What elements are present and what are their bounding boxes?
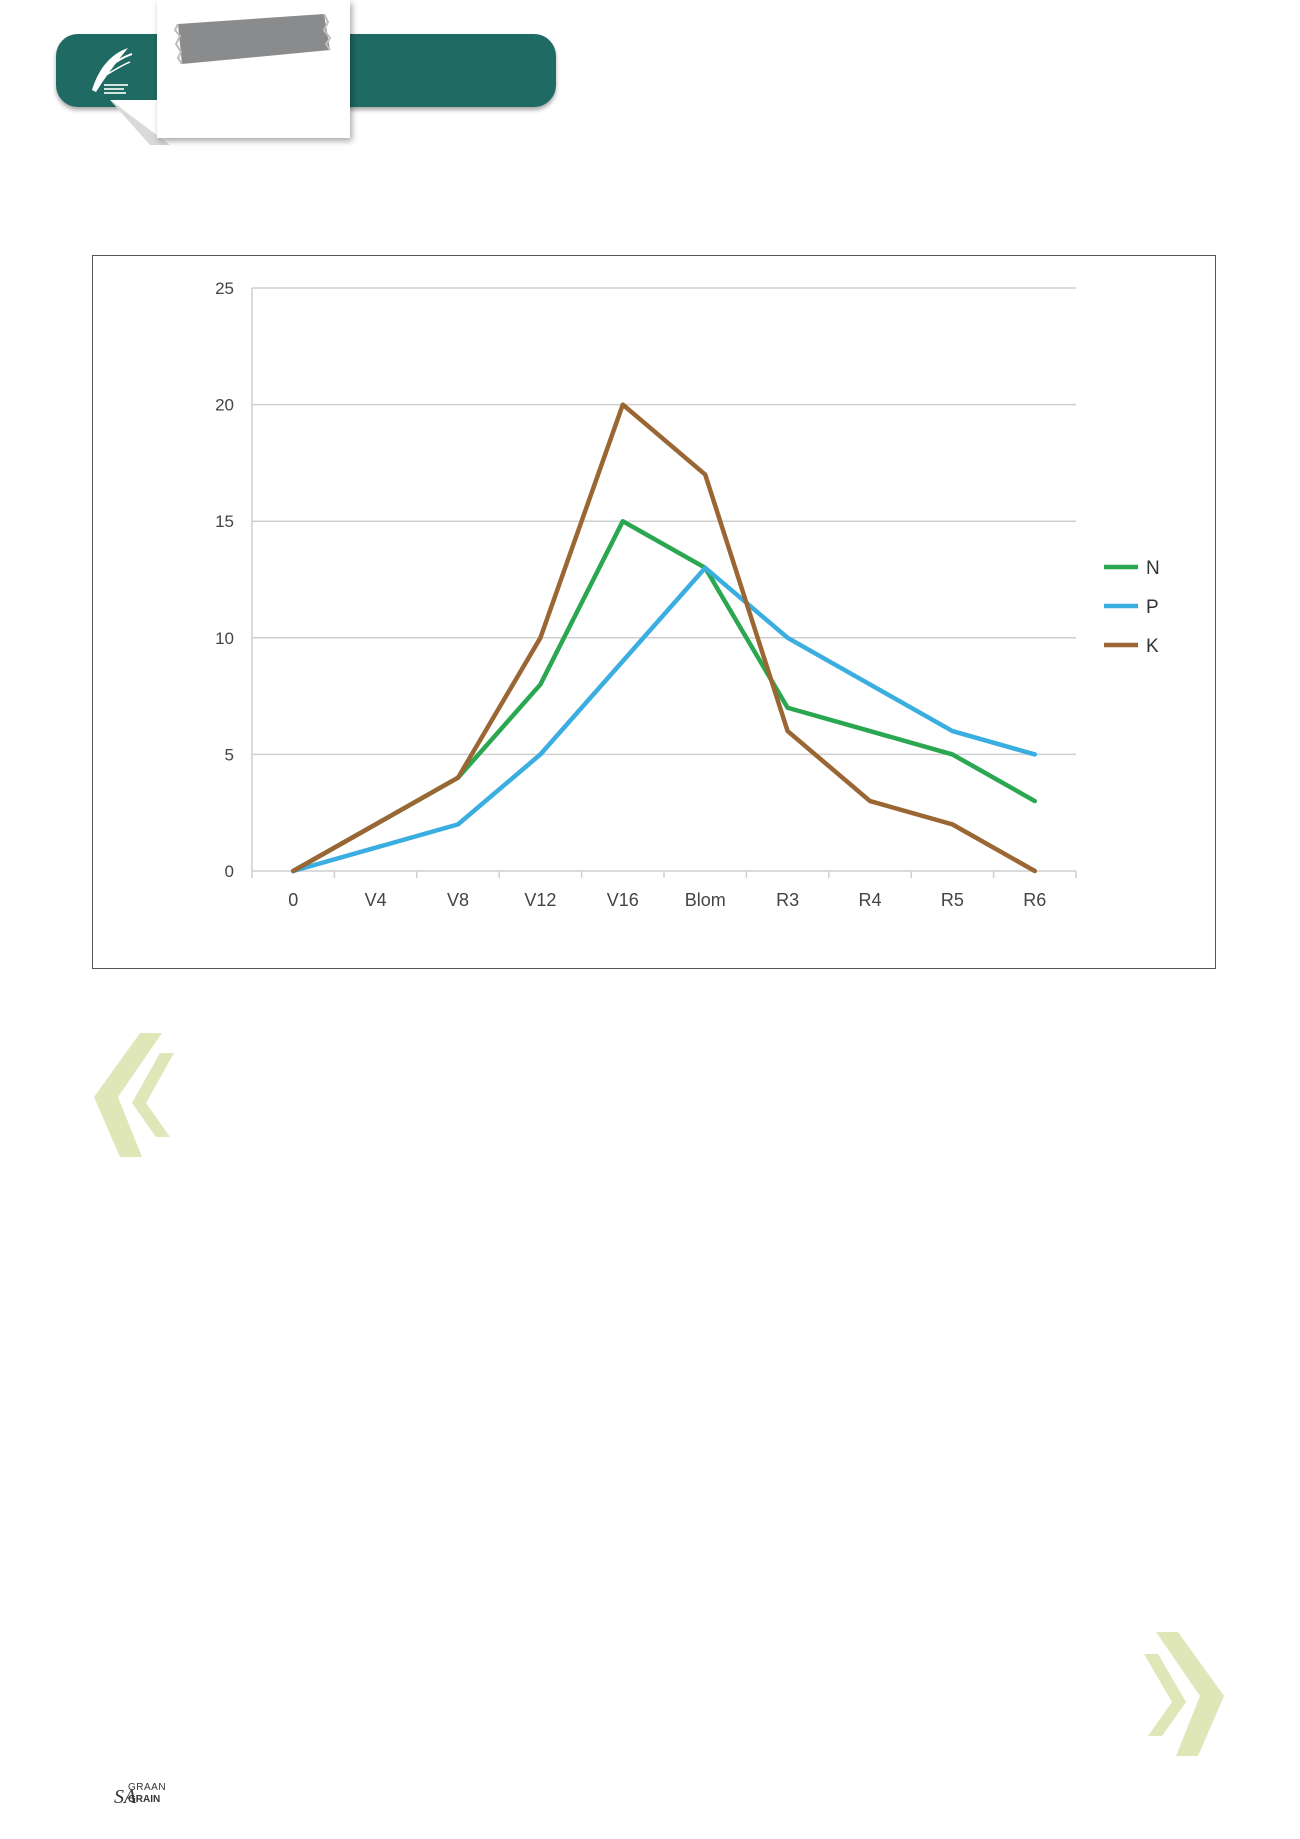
series-lines: [290, 402, 1038, 874]
y-tick-label: 5: [225, 745, 234, 764]
y-tick-label: 0: [225, 862, 234, 881]
y-tick-label: 15: [215, 512, 234, 531]
x-tick-label: V16: [607, 890, 639, 910]
series-line-k: [290, 402, 1038, 874]
legend-label: N: [1146, 558, 1160, 579]
series-line-p: [290, 565, 1038, 874]
y-tick-label: 20: [215, 396, 234, 415]
y-tick-label: 10: [215, 629, 234, 648]
y-axis-ticks: 0 5 10 15 20 25: [215, 279, 234, 881]
x-tick-label: 0: [288, 890, 298, 910]
x-tick-label: Blom: [685, 890, 726, 910]
footer-logo-graan: GRAAN: [128, 1782, 167, 1793]
open-quote-chevron-icon: [94, 1033, 174, 1157]
x-tick-label: R4: [858, 890, 881, 910]
x-tick-label: V4: [365, 890, 387, 910]
sa-graan-grain-logo: SA GRAAN GRAIN: [112, 1782, 176, 1816]
close-quote-chevron-icon: [1144, 1632, 1224, 1756]
x-tick-label: R5: [941, 890, 964, 910]
tape-label-icon: [174, 14, 332, 65]
chart-frame: [92, 255, 1216, 969]
x-tick-label: V12: [524, 890, 556, 910]
footer-logo-sa: SA: [114, 1786, 137, 1808]
legend-label: K: [1146, 636, 1159, 657]
grain-sa-logo-icon: [92, 48, 133, 94]
x-tick-label: V8: [447, 890, 469, 910]
footer-logo-grain: GRAIN: [128, 1794, 161, 1805]
x-tick-label: R3: [776, 890, 799, 910]
grid-lines: [251, 287, 1077, 878]
x-tick-label: R6: [1023, 890, 1046, 910]
legend: NPK: [1104, 558, 1160, 657]
legend-label: P: [1146, 597, 1159, 618]
header-paper-fold: [110, 100, 170, 145]
x-axis-ticks: 0 V4 V8 V12 V16 Blom R3 R4 R5 R6: [288, 890, 1046, 910]
y-tick-label: 25: [215, 279, 234, 298]
line-chart: 0 5 10 15 20 25 0 V4 V8 V12 V16 Blom R3 R4 R5 R6 NPK: [215, 279, 1160, 910]
